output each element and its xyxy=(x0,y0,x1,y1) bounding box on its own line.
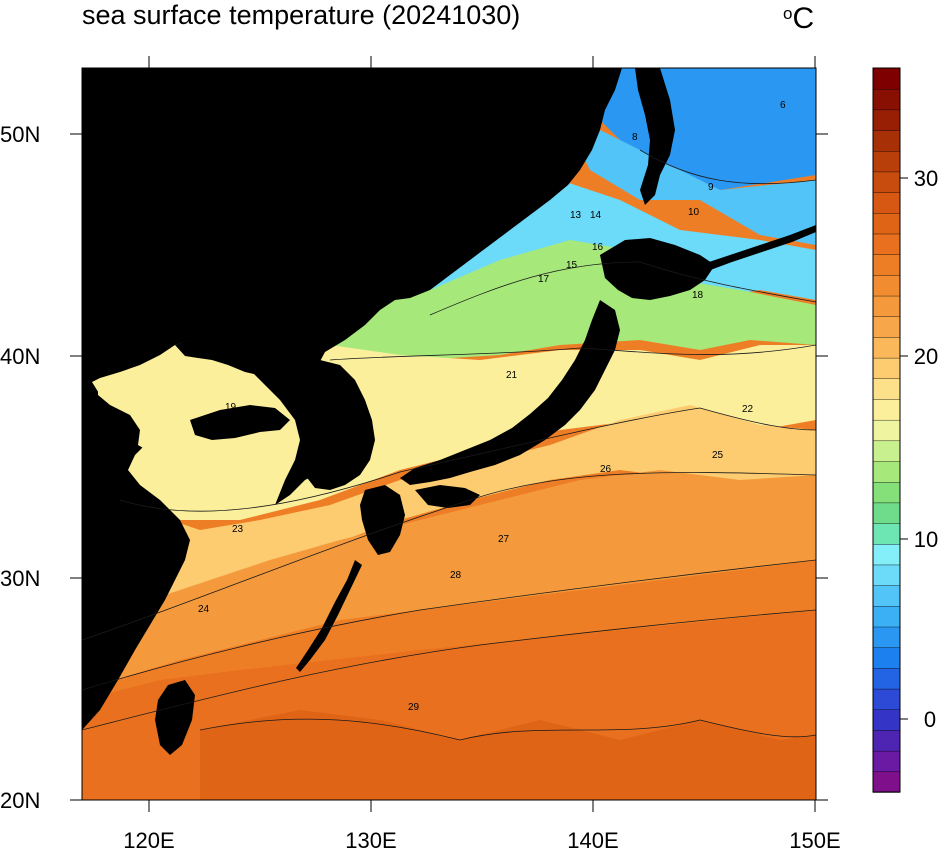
x-tick-label: 150E xyxy=(789,828,840,853)
sst-band-29 xyxy=(200,710,816,800)
hokkaido-island xyxy=(600,238,715,300)
sst-band-16 xyxy=(320,240,816,360)
units-label: oC xyxy=(783,2,814,36)
contour-label: 6 xyxy=(780,100,786,111)
contour-label: 17 xyxy=(538,274,550,285)
contour-label: 29 xyxy=(408,702,420,713)
colorbar-segment xyxy=(872,709,901,731)
korean-peninsula xyxy=(295,360,375,490)
colorbar-segment xyxy=(872,502,901,524)
x-tick-label: 130E xyxy=(345,828,396,853)
colorbar-label: 30 xyxy=(914,166,938,191)
colorbar-segment xyxy=(872,316,901,338)
colorbar-segment xyxy=(872,729,901,752)
colorbar-segment xyxy=(872,564,901,586)
shandong-peninsula xyxy=(190,405,290,440)
colorbar-segment xyxy=(872,129,901,152)
liaodong-peninsula xyxy=(175,338,258,375)
sst-band-23 xyxy=(82,405,816,640)
contour-label: 9 xyxy=(708,182,714,193)
colorbar-segment xyxy=(872,750,901,773)
colorbar-segment xyxy=(872,543,901,566)
colorbar-segment xyxy=(872,274,901,297)
shandong-bohai-water xyxy=(98,350,278,470)
contour-label: 18 xyxy=(692,290,704,301)
colorbar-segment xyxy=(872,212,901,235)
colorbar-segment xyxy=(872,357,901,379)
colorbar-segment xyxy=(872,605,901,628)
sst-band-26 xyxy=(82,470,816,690)
contour-label: 20 xyxy=(228,420,240,431)
contour-label: 13 xyxy=(570,210,582,221)
contour-label: 8 xyxy=(632,132,638,143)
contour-label: 10 xyxy=(688,207,700,218)
y-tick-label: 20N xyxy=(0,788,40,813)
map-plot-area: 6 8 9 10 13 14 15 16 17 18 19 20 21 22 2… xyxy=(82,68,816,800)
colorbar-segment xyxy=(872,481,901,504)
contour-label: 25 xyxy=(712,450,724,461)
honshu-island xyxy=(400,300,620,485)
colorbar-segment xyxy=(872,522,901,545)
contour-label: 23 xyxy=(232,524,244,535)
colorbar-segment xyxy=(872,150,901,173)
y-axis-ticks xyxy=(70,133,828,801)
colorbar-ticks xyxy=(900,177,908,720)
kuril-islands xyxy=(700,225,816,272)
kyushu-island xyxy=(360,485,405,555)
contour-label: 22 xyxy=(742,404,754,415)
colorbar-segment xyxy=(872,253,901,276)
contour-label: 15 xyxy=(566,260,578,271)
taiwan-island xyxy=(155,680,195,755)
contour-label: 14 xyxy=(590,210,602,221)
x-tick-label: 140E xyxy=(567,828,618,853)
contour-label: 24 xyxy=(198,604,210,615)
contour-label-group: 6 8 9 10 13 14 15 16 17 18 19 20 21 22 2… xyxy=(198,100,786,713)
colorbar-frame xyxy=(872,67,901,793)
colorbar-segment xyxy=(872,771,901,793)
y-tick-label: 30N xyxy=(0,566,40,591)
y-tick-label: 40N xyxy=(0,344,40,369)
colorbar-label: 20 xyxy=(914,344,938,369)
y-tick-label: 50N xyxy=(0,122,40,147)
colorbar-segment xyxy=(872,626,901,648)
plot-frame xyxy=(81,67,817,801)
map-title: sea surface temperature (20241030) xyxy=(82,0,521,30)
colorbar-label: 10 xyxy=(914,527,938,552)
colorbar-segment xyxy=(872,688,901,710)
colorbar-segment xyxy=(872,67,901,90)
colorbar xyxy=(872,67,901,793)
degree-symbol: o xyxy=(783,4,793,23)
asian-continent-landmass xyxy=(82,68,622,730)
x-tick-label: 120E xyxy=(123,828,174,853)
colorbar-segment xyxy=(872,647,901,669)
contour-label: 21 xyxy=(506,370,518,381)
colorbar-segment xyxy=(872,584,901,607)
colorbar-segment xyxy=(872,398,901,421)
colorbar-segment xyxy=(872,667,901,690)
colorbar-segment xyxy=(872,88,901,111)
colorbar-segment xyxy=(872,233,901,255)
colorbar-segment xyxy=(872,460,901,483)
contour-lines xyxy=(82,149,816,741)
colorbar-segment xyxy=(872,336,901,359)
colorbar-label: 0 xyxy=(924,707,936,732)
x-axis-ticks xyxy=(148,56,816,812)
contour-label: 27 xyxy=(498,534,510,545)
contour-label: 16 xyxy=(592,242,604,253)
sakhalin-island xyxy=(635,68,675,205)
sst-band-9 xyxy=(560,110,816,245)
contour-label: 19 xyxy=(225,402,237,413)
colorbar-segment xyxy=(872,419,901,442)
contour-label: 28 xyxy=(450,570,462,581)
ryukyu-islands xyxy=(296,560,362,672)
colorbar-segment xyxy=(872,440,901,462)
contour-label: 26 xyxy=(600,464,612,475)
colorbar-segment xyxy=(872,109,901,131)
colorbar-segment xyxy=(872,191,901,214)
colorbar-segment xyxy=(872,295,901,317)
colorbar-segment xyxy=(872,171,901,193)
units-text: C xyxy=(792,2,815,35)
colorbar-segment xyxy=(872,378,901,400)
